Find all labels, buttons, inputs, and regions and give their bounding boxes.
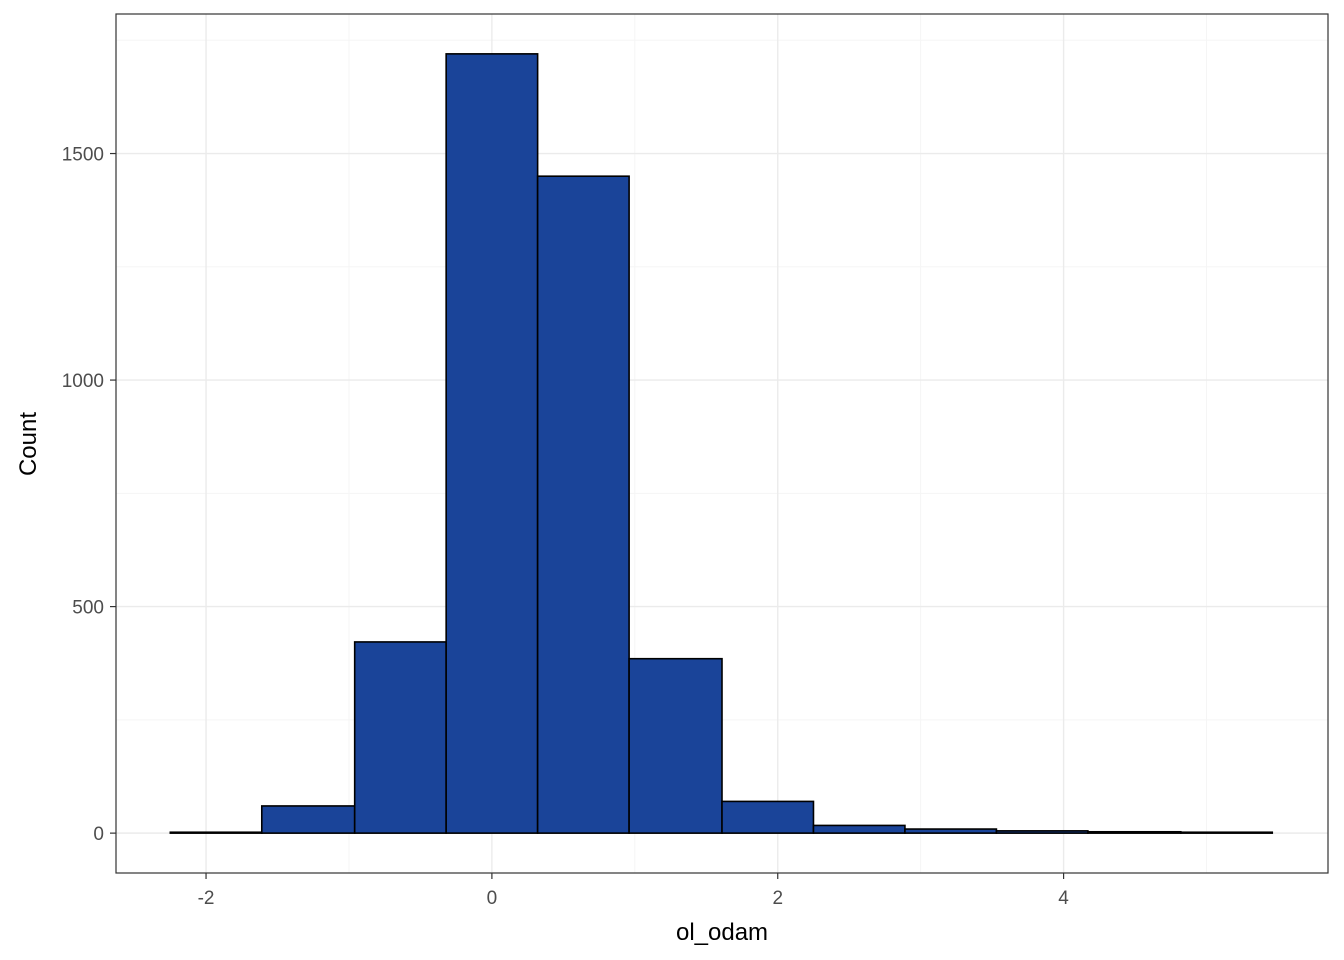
x-axis-ticks: -2 0 2 4 [198,873,1069,909]
histogram-bar [721,800,815,834]
y-tick-label: 0 [93,824,104,845]
histogram-bar [812,824,906,834]
histogram-bar [1179,831,1274,834]
plot-panel-border [115,13,1329,874]
x-tick-label: 0 [487,888,498,909]
histogram-bar [904,828,998,834]
y-tick-label: 1000 [62,371,104,392]
y-axis-ticks: 0 500 1000 1500 [62,145,116,845]
x-axis-title: ol_odam [676,919,768,946]
minor-gridlines [116,14,1328,873]
x-tick-label: -2 [198,888,215,909]
histogram-bar [628,657,723,834]
x-tick-label: 2 [772,888,783,909]
histogram-bar [169,831,263,834]
y-axis-title: Count [15,412,42,476]
histogram-bar [353,641,447,834]
histogram-bar [995,830,1089,834]
histogram-bar [445,53,539,834]
histogram-bars [169,53,1274,834]
x-tick-label: 4 [1058,888,1069,909]
y-tick-label: 1500 [62,145,104,166]
histogram-bar [1087,830,1182,834]
y-tick-label: 500 [72,598,104,619]
histogram-bar [260,805,356,834]
histogram-bar [536,175,630,834]
